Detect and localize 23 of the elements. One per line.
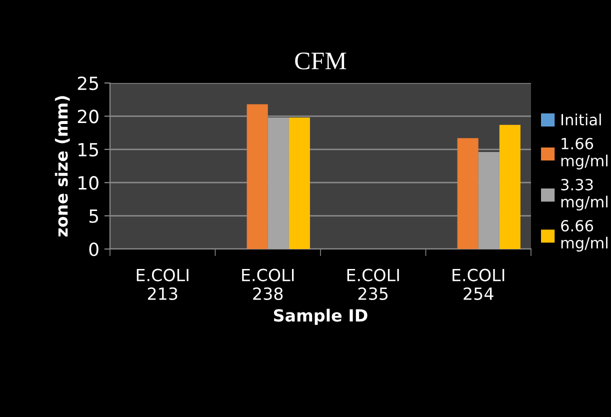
y-tick-label: 5	[89, 209, 98, 223]
bar	[457, 138, 478, 249]
chart-title: CFM	[295, 52, 346, 70]
legend-label: 3.33 mg/ml	[561, 178, 608, 211]
legend-label: Initial	[562, 114, 601, 126]
y-tick-label: 15	[78, 143, 98, 157]
legend-label: 6.66 mg/ml	[561, 220, 608, 252]
y-tick-label: 20	[78, 110, 98, 124]
bar	[246, 104, 268, 249]
x-tick-label: E.COLI 235	[347, 268, 399, 300]
bar	[478, 152, 500, 249]
x-tick-label: E.COLI 238	[242, 268, 294, 300]
x-tick-label: E.COLI 254	[452, 268, 504, 300]
bar	[499, 124, 520, 249]
y-tick-label: 0	[89, 242, 98, 256]
bar	[268, 118, 289, 249]
y-tick-label: 25	[78, 76, 98, 90]
legend-label: 1.66 mg/ml	[561, 138, 608, 170]
bar	[288, 118, 310, 249]
x-tick-label: E.COLI 213	[136, 268, 188, 300]
y-tick-label: 10	[78, 176, 98, 190]
x-axis-title: Sample ID	[274, 308, 368, 325]
y-axis-title: zone size (mm)	[54, 96, 70, 237]
